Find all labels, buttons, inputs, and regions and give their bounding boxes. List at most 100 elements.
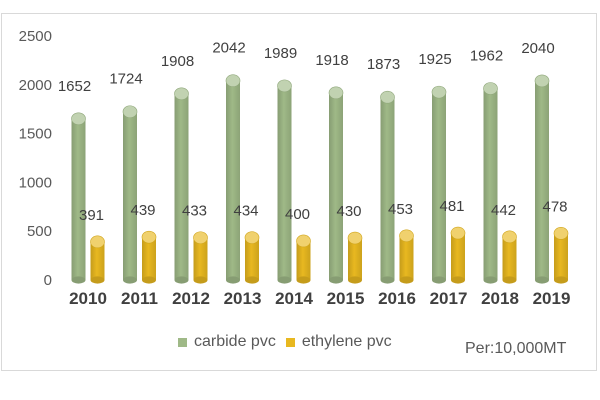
bar-carbide [71,118,86,280]
bar-carbide [226,80,240,280]
bar-base [380,276,395,284]
bar-base [296,276,311,284]
bar-base [174,276,189,284]
bar-cap [141,230,157,244]
bar-base [348,276,362,284]
data-label: 434 [233,203,258,220]
x-tick-label: 2015 [327,289,365,308]
bar-base [142,276,156,284]
y-tick-label: 1000 [19,174,52,191]
data-label: 1962 [470,48,503,65]
legend-label-carbide: carbide pvc [194,333,276,350]
bar-cap [71,112,86,126]
bar-cap [90,235,105,249]
bar-ethylene [142,237,156,280]
bar-carbide [277,85,292,280]
x-tick-label: 2018 [481,289,519,308]
bar-ethylene [348,238,362,280]
data-label: 1908 [161,53,194,70]
bar-cap [534,74,550,88]
bar-base [123,276,137,284]
data-label: 391 [79,207,104,224]
data-label: 2042 [212,40,245,57]
legend-item-ethylene: ethylene pvc [285,333,392,351]
bar-base [71,276,86,284]
data-label: 2040 [521,40,554,57]
bar-cap [502,230,517,244]
bar-carbide [535,80,549,281]
data-label: 1652 [58,78,91,95]
legend-swatch-carbide [178,337,187,347]
bar-cap [431,85,447,99]
data-label: 1989 [264,45,297,62]
bar-base [226,276,240,284]
bar-base [399,276,414,284]
bar-base [483,276,498,284]
legend-swatch-ethylene [285,337,295,347]
bar-base [90,276,105,284]
bar-carbide [329,92,343,281]
legend: carbide pvc ethylene pvc [178,333,402,351]
bar-cap [296,234,311,248]
bar-carbide [483,88,498,281]
data-label: 453 [388,201,413,218]
bar-cap [450,226,466,240]
bar-ethylene [193,237,208,280]
bar-cap [399,229,414,243]
bar-cap [328,86,344,100]
bar-cap [174,87,189,101]
y-tick-label: 0 [44,272,52,289]
unit-note: Per:10,000MT [465,340,567,357]
bar-carbide [380,97,395,281]
x-tick-label: 2013 [224,289,262,308]
data-label: 478 [542,198,567,215]
x-tick-label: 2012 [172,289,210,308]
bar-cap [122,105,138,119]
bar-ethylene [451,233,465,280]
x-tick-label: 2017 [430,289,468,308]
data-label: 1918 [315,52,348,69]
data-label: 442 [491,202,516,219]
y-tick-label: 500 [27,223,52,240]
y-axis: 0 500 1000 1500 2000 2500 [19,28,52,289]
data-label: 433 [182,203,207,220]
y-tick-label: 2000 [19,77,52,94]
x-tick-label: 2010 [69,289,107,308]
bar-base [329,276,343,284]
data-label: 400 [285,206,310,223]
data-label: 430 [336,203,361,220]
bar-cap [553,227,569,240]
data-label: 439 [130,202,155,219]
bar-cap [193,231,208,245]
bar-base [554,276,568,284]
bar-cap [277,79,292,93]
bar-base [451,276,465,284]
bar-base [245,276,259,284]
data-label: 1724 [109,71,142,88]
y-tick-label: 1500 [19,126,52,143]
data-labels: 1652 391 1724 439 1908 433 2042 434 1989 400 1918 4… [58,40,568,224]
bar-ethylene [296,240,311,280]
x-tick-label: 2014 [275,289,313,308]
bar-cap [244,231,260,244]
bar-base [502,276,517,284]
bar-carbide [123,111,137,280]
bar-ethylene [554,233,568,280]
data-label: 1925 [418,51,451,68]
bar-carbide [174,93,189,280]
bar-carbide [432,92,446,281]
x-axis: 2010 2011 2012 2013 2014 2015 2016 2017 2018 2019 [69,289,570,308]
bar-ethylene [399,235,414,280]
bar-base [432,276,446,284]
bar-ethylene [245,237,259,280]
x-tick-label: 2019 [533,289,571,308]
bar-ethylene [90,241,105,280]
bar-base [193,276,208,284]
bar-cap [225,74,241,88]
bar-base [277,276,292,284]
legend-item-carbide: carbide pvc [178,333,276,351]
y-tick-label: 2500 [19,28,52,45]
data-label: 481 [439,198,464,215]
x-tick-label: 2016 [378,289,416,308]
